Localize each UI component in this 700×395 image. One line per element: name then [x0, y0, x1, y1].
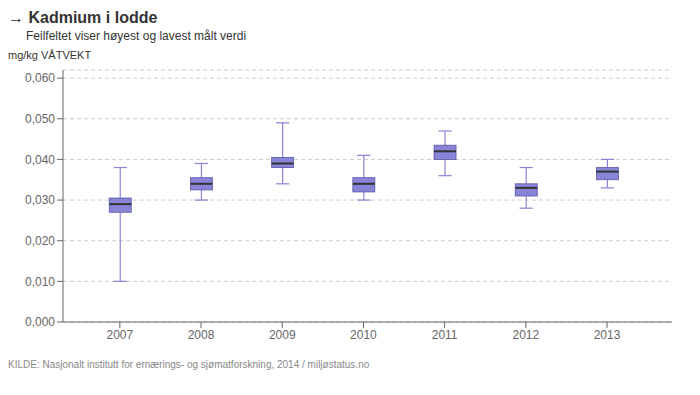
html-text:KILDE: Nasjonalt institutt for: KILDE: Nasjonalt institutt for ernærings…	[8, 359, 370, 370]
html-text:→ Kadmium i lodde: → Kadmium i lodde	[8, 9, 158, 26]
svg-text:2010: 2010	[350, 328, 377, 342]
html-text:Feilfeltet viser høyest og lav: Feilfeltet viser høyest og lavest målt v…	[26, 29, 247, 43]
svg-text:2008: 2008	[188, 328, 215, 342]
svg-text:2013: 2013	[594, 328, 621, 342]
svg-text:0,040: 0,040	[25, 153, 55, 167]
svg-text:2011: 2011	[432, 328, 458, 342]
svg-text:0,000: 0,000	[25, 315, 55, 329]
svg-text:2007: 2007	[106, 328, 133, 342]
svg-text:0,030: 0,030	[25, 193, 55, 207]
html-text:mg/kg VÅTVEKT: mg/kg VÅTVEKT	[8, 49, 92, 61]
svg-text:0,010: 0,010	[25, 275, 55, 289]
svg-text:0,020: 0,020	[25, 234, 55, 248]
svg-text:2012: 2012	[512, 328, 539, 342]
svg-text:2009: 2009	[269, 328, 296, 342]
svg-text:0,060: 0,060	[25, 71, 55, 85]
svg-text:0,050: 0,050	[25, 112, 55, 126]
